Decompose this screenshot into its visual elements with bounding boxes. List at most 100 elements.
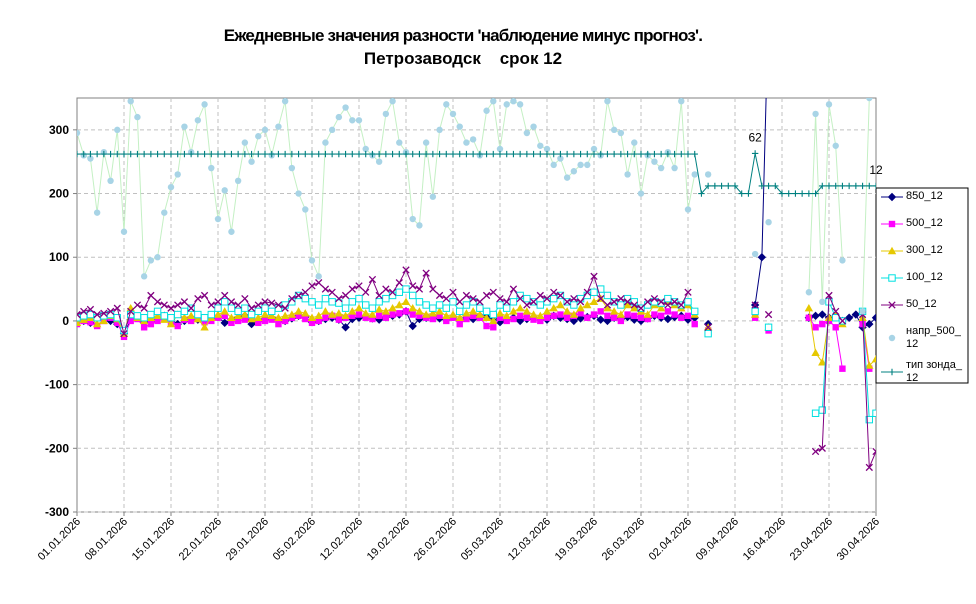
point <box>415 307 424 315</box>
point <box>355 282 363 290</box>
point <box>402 150 410 158</box>
point <box>194 310 202 319</box>
point <box>301 309 310 317</box>
point <box>556 300 565 309</box>
point <box>462 309 471 317</box>
point <box>630 301 638 309</box>
point <box>294 307 303 315</box>
point <box>664 301 672 309</box>
point <box>314 311 323 320</box>
point <box>764 310 773 319</box>
point <box>349 117 356 124</box>
point <box>463 150 470 158</box>
point <box>140 324 148 331</box>
point <box>140 304 148 312</box>
point <box>234 307 242 316</box>
point <box>872 182 876 190</box>
point <box>516 101 524 108</box>
point <box>711 182 719 190</box>
point <box>328 150 336 158</box>
point <box>281 317 289 325</box>
point <box>167 314 175 322</box>
point <box>483 322 490 330</box>
point <box>348 298 356 306</box>
point <box>832 314 840 322</box>
point <box>261 304 269 312</box>
point <box>288 150 296 158</box>
point <box>254 301 262 309</box>
point <box>409 150 416 158</box>
point <box>866 182 873 190</box>
point <box>489 316 498 325</box>
point <box>536 301 544 309</box>
point <box>295 190 302 197</box>
point <box>114 126 121 134</box>
point <box>563 174 571 181</box>
legend-item: 500_12 <box>906 217 943 229</box>
point <box>825 101 833 108</box>
point <box>657 150 665 158</box>
point <box>409 291 417 300</box>
point <box>335 113 343 121</box>
point <box>227 298 236 306</box>
point <box>140 150 148 158</box>
point <box>563 298 571 306</box>
point <box>334 309 344 317</box>
point <box>684 298 692 306</box>
point <box>516 294 524 303</box>
point <box>342 150 349 158</box>
point <box>315 273 322 280</box>
point <box>570 168 578 175</box>
point <box>154 150 161 158</box>
point <box>819 182 826 190</box>
point <box>302 206 309 213</box>
point <box>106 307 115 316</box>
point <box>644 298 652 306</box>
point <box>677 301 685 309</box>
point <box>374 305 384 313</box>
point <box>120 228 128 235</box>
point <box>214 298 222 306</box>
point <box>811 311 820 321</box>
point <box>482 291 491 300</box>
point <box>509 307 518 315</box>
point <box>825 182 833 190</box>
legend-label: 500_12 <box>906 217 943 229</box>
point <box>328 288 336 296</box>
point <box>818 406 826 414</box>
point <box>469 312 477 320</box>
point <box>261 298 269 306</box>
point <box>443 101 450 108</box>
point <box>362 314 369 321</box>
point <box>174 310 182 319</box>
point <box>213 310 223 318</box>
legend-item: 100_12 <box>906 271 943 283</box>
point <box>315 150 322 158</box>
point <box>396 139 403 146</box>
point <box>268 299 276 307</box>
x-tick-label: 30.04.2026 <box>835 516 882 563</box>
x-tick-label: 08.01.2026 <box>83 516 130 563</box>
point <box>603 301 612 309</box>
point <box>523 294 531 303</box>
point <box>811 447 820 456</box>
point <box>490 324 497 331</box>
legend-label: 50_12 <box>906 298 937 310</box>
point <box>610 150 618 158</box>
point <box>832 182 839 190</box>
point <box>589 297 599 306</box>
point <box>153 298 162 306</box>
point <box>550 161 557 169</box>
y-tick-label: -300 <box>45 505 69 519</box>
point <box>449 298 457 306</box>
point <box>644 150 651 158</box>
y-tick-label: 200 <box>49 187 69 201</box>
point <box>584 314 591 321</box>
point <box>221 312 228 320</box>
point <box>671 150 678 158</box>
point <box>341 323 350 332</box>
point <box>315 317 322 325</box>
point <box>691 307 699 316</box>
point <box>362 150 369 158</box>
